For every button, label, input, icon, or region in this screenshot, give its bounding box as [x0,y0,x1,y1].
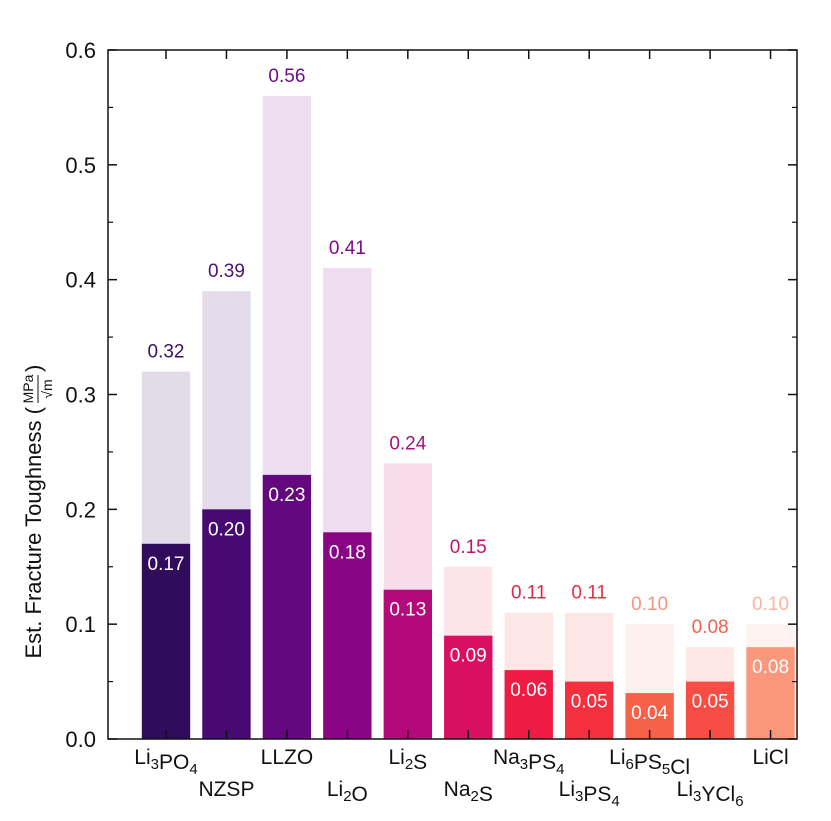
y-tick-label: 0.5 [65,153,96,178]
value-label-upper: 0.11 [511,583,547,604]
x-tick-label: Li3PS4 [559,778,620,810]
subscript: 3 [575,788,583,805]
x-tick-label: NZSP [198,778,254,801]
x-tick-label: Na2S [444,778,493,806]
y-axis-title-text: Est. Fracture Toughness ( [21,406,46,658]
label-text: Li [134,746,150,769]
label-text: PO [159,751,189,774]
y-axis-label: Est. Fracture Toughness ( MPa √m) [20,365,55,659]
label-text: Li [559,778,575,801]
label-text: Cl [670,756,690,779]
value-label-lower: 0.04 [631,703,668,724]
subscript: 2 [343,788,351,805]
value-labels: 0.32 0.17 0.39 0.20 0.56 0.23 0.41 0.18 0.24 0.13… [148,66,790,724]
value-label-upper: 0.56 [268,66,305,87]
bar-lower [746,647,795,739]
label-text: Li [327,778,343,801]
value-label-lower: 0.05 [571,692,608,713]
label-text: YCl [701,783,735,806]
bar-lower [141,543,191,739]
subscript: 2 [405,756,413,773]
value-label-lower: 0.18 [329,542,366,563]
bar-lower [202,509,251,739]
y-tick-label: 0.4 [65,268,96,293]
subscript: 2 [471,788,479,805]
value-label-upper: 0.32 [148,342,185,363]
value-label-lower: 0.23 [268,485,305,506]
label-text: NZSP [198,778,254,801]
bar-lower [444,635,493,739]
y-tick-label: 0.0 [65,727,96,752]
value-label-lower: 0.17 [148,554,185,575]
subscript: 6 [735,793,743,810]
value-label-upper: 0.10 [752,594,789,615]
value-label-upper: 0.24 [389,433,426,454]
y-tick-label: 0.2 [65,497,96,522]
label-text: PS [634,751,662,774]
label-text: S [413,751,427,774]
label-text: Na [444,778,471,801]
x-axis: Li3PO4NZSPLLZOLi2OLi2SNa2SNa3PS4Li3PS4Li… [134,50,789,810]
x-tick-label: Li2O [327,778,368,806]
label-text: PS [583,783,611,806]
y-tick-label: 0.3 [65,383,96,408]
value-label-upper: 0.39 [208,261,245,282]
bar-lower [262,474,312,739]
y-tick-label: 0.6 [65,38,96,63]
subscript: 6 [626,756,634,773]
value-label-upper: 0.08 [692,617,729,638]
label-text: S [479,783,493,806]
x-tick-label: Li3PO4 [134,746,197,778]
y-axis-title-numerator: MPa [20,374,36,403]
x-tick-label: LLZO [261,746,314,769]
label-text: Li [677,778,693,801]
bar-lower [565,681,614,739]
y-axis: 0.0 0.1 0.2 0.3 0.4 0.5 0.6 [65,38,797,752]
label-text: LLZO [261,746,314,769]
bar-lower [323,532,372,739]
x-tick-label: Na3PS4 [493,746,565,778]
x-tick-label: Li2S [388,746,427,774]
lower-bars [141,474,795,739]
subscript: 5 [662,761,670,778]
subscript: 3 [520,756,528,773]
bar-lower [504,670,553,739]
value-label-upper: 0.10 [631,594,668,615]
value-label-lower: 0.08 [752,657,789,678]
label-text: Na [493,746,520,769]
label-text: PS [528,751,556,774]
subscript: 3 [693,788,701,805]
value-label-lower: 0.06 [510,680,547,701]
label-text: Li [609,746,625,769]
value-label-upper: 0.41 [329,238,366,259]
subscript: 4 [611,793,619,810]
value-label-upper: 0.11 [571,583,607,604]
y-tick-label: 0.1 [65,612,96,637]
value-label-lower: 0.13 [389,600,426,621]
bar-lower [685,681,735,739]
y-axis-title-close: ) [21,365,46,372]
label-text: Li [388,746,404,769]
subscript: 3 [151,756,159,773]
x-tick-label: Li3YCl6 [677,778,744,810]
value-label-lower: 0.05 [692,692,729,713]
value-label-lower: 0.20 [208,519,245,540]
bar-lower [383,589,432,739]
label-text: LiCl [752,746,788,769]
x-tick-label: Li6PS5Cl [609,746,690,779]
value-label-upper: 0.15 [450,537,487,558]
x-tick-label: LiCl [752,746,788,769]
subscript: 4 [189,761,197,778]
subscript: 4 [556,761,564,778]
label-text: O [352,783,368,806]
value-label-lower: 0.09 [450,646,487,667]
y-axis-title-denominator: √m [39,379,55,398]
